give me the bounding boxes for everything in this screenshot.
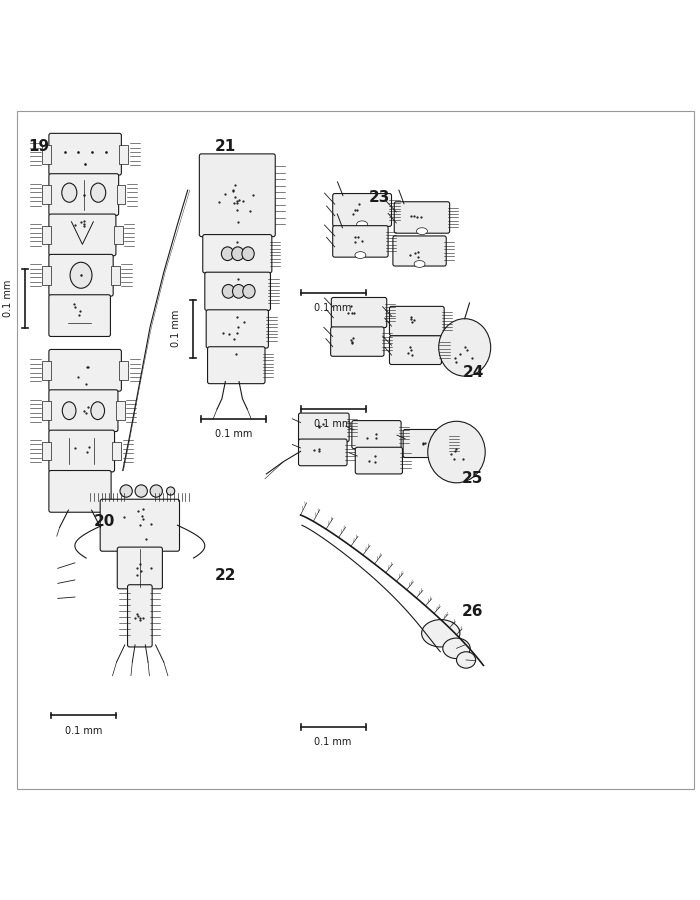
Ellipse shape <box>443 638 470 659</box>
Ellipse shape <box>150 485 162 497</box>
Text: 21: 21 <box>215 139 237 154</box>
Ellipse shape <box>242 247 254 261</box>
FancyBboxPatch shape <box>127 585 152 647</box>
Ellipse shape <box>421 619 460 647</box>
Ellipse shape <box>243 284 255 298</box>
FancyBboxPatch shape <box>49 295 111 337</box>
Polygon shape <box>42 185 51 204</box>
Polygon shape <box>114 226 122 244</box>
Ellipse shape <box>120 485 132 497</box>
FancyBboxPatch shape <box>49 133 121 176</box>
FancyBboxPatch shape <box>389 306 444 336</box>
Polygon shape <box>42 401 51 420</box>
Polygon shape <box>42 145 51 164</box>
Ellipse shape <box>428 421 485 482</box>
FancyBboxPatch shape <box>49 430 115 472</box>
FancyBboxPatch shape <box>49 214 116 256</box>
Polygon shape <box>42 226 51 244</box>
FancyBboxPatch shape <box>203 235 272 273</box>
Text: 0.1 mm: 0.1 mm <box>171 310 181 347</box>
FancyBboxPatch shape <box>49 390 118 431</box>
Ellipse shape <box>62 401 76 419</box>
Ellipse shape <box>439 319 491 376</box>
Ellipse shape <box>135 485 148 497</box>
Polygon shape <box>113 442 121 461</box>
Text: 0.1 mm: 0.1 mm <box>64 725 102 735</box>
Ellipse shape <box>414 261 425 267</box>
Polygon shape <box>42 266 51 284</box>
FancyBboxPatch shape <box>206 310 268 348</box>
FancyBboxPatch shape <box>49 349 121 392</box>
Polygon shape <box>111 266 120 284</box>
Ellipse shape <box>221 247 234 261</box>
Text: 22: 22 <box>215 569 237 583</box>
Text: 0.1 mm: 0.1 mm <box>314 737 351 747</box>
Text: 0.1 mm: 0.1 mm <box>314 303 351 313</box>
Ellipse shape <box>356 220 368 228</box>
Text: 19: 19 <box>29 139 50 154</box>
Ellipse shape <box>62 183 77 202</box>
Polygon shape <box>42 361 51 380</box>
Ellipse shape <box>456 652 475 668</box>
Text: 0.1 mm: 0.1 mm <box>314 419 351 429</box>
Ellipse shape <box>70 262 92 288</box>
FancyBboxPatch shape <box>393 236 446 266</box>
Text: 23: 23 <box>369 190 391 205</box>
FancyBboxPatch shape <box>49 255 113 296</box>
FancyBboxPatch shape <box>205 272 270 310</box>
Ellipse shape <box>91 401 104 419</box>
FancyBboxPatch shape <box>199 154 275 237</box>
Text: 0.1 mm: 0.1 mm <box>215 429 253 439</box>
Polygon shape <box>42 442 51 461</box>
Text: 25: 25 <box>461 471 483 485</box>
FancyBboxPatch shape <box>49 174 118 215</box>
Ellipse shape <box>355 252 366 258</box>
Polygon shape <box>116 401 125 420</box>
FancyBboxPatch shape <box>298 413 349 442</box>
Text: 24: 24 <box>463 365 484 380</box>
Ellipse shape <box>232 284 245 298</box>
Ellipse shape <box>167 487 175 495</box>
FancyBboxPatch shape <box>356 447 402 474</box>
Text: 0.1 mm: 0.1 mm <box>3 280 13 317</box>
FancyBboxPatch shape <box>331 298 386 328</box>
FancyBboxPatch shape <box>49 471 111 512</box>
Ellipse shape <box>91 183 106 202</box>
FancyBboxPatch shape <box>298 439 347 465</box>
FancyBboxPatch shape <box>100 500 179 551</box>
FancyBboxPatch shape <box>389 336 442 364</box>
FancyBboxPatch shape <box>394 202 449 233</box>
Polygon shape <box>119 361 128 380</box>
FancyBboxPatch shape <box>330 327 384 356</box>
FancyBboxPatch shape <box>207 346 265 383</box>
Text: 20: 20 <box>94 514 116 528</box>
Polygon shape <box>117 185 125 204</box>
Ellipse shape <box>232 247 244 261</box>
FancyBboxPatch shape <box>332 194 391 227</box>
Polygon shape <box>119 145 128 164</box>
FancyBboxPatch shape <box>332 226 388 257</box>
FancyBboxPatch shape <box>118 547 162 589</box>
Ellipse shape <box>223 284 234 298</box>
FancyBboxPatch shape <box>403 429 451 457</box>
Ellipse shape <box>416 228 428 235</box>
Text: 26: 26 <box>461 604 483 619</box>
FancyBboxPatch shape <box>352 420 401 448</box>
